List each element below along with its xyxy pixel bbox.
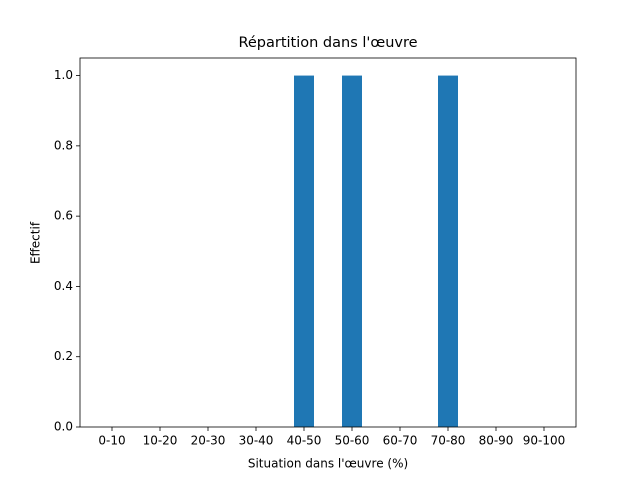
- x-axis-label: Situation dans l'œuvre (%): [248, 457, 408, 471]
- x-tick-label: 50-60: [335, 434, 370, 448]
- y-tick-label: 0.6: [54, 209, 73, 223]
- bar: [294, 75, 314, 428]
- y-tick-label: 0.8: [54, 138, 73, 152]
- bar: [342, 75, 362, 428]
- bar: [438, 75, 458, 428]
- x-tick-label: 0-10: [98, 434, 125, 448]
- y-axis-label: Effectif: [29, 221, 43, 264]
- chart-title: Répartition dans l'œuvre: [238, 35, 417, 51]
- y-tick-label: 0.4: [54, 279, 73, 293]
- x-tick-label: 40-50: [287, 434, 322, 448]
- plot-frame: [79, 57, 577, 428]
- x-tick-label: 80-90: [479, 434, 514, 448]
- x-tick-label: 70-80: [431, 434, 466, 448]
- x-tick-label: 90-100: [523, 434, 566, 448]
- x-tick-label: 30-40: [239, 434, 274, 448]
- x-tick-label: 60-70: [383, 434, 418, 448]
- x-tick-label: 10-20: [143, 434, 178, 448]
- y-tick-label: 1.0: [54, 68, 73, 82]
- x-tick-label: 20-30: [191, 434, 226, 448]
- y-tick-label: 0.2: [54, 349, 73, 363]
- y-tick-label: 0.0: [54, 420, 73, 434]
